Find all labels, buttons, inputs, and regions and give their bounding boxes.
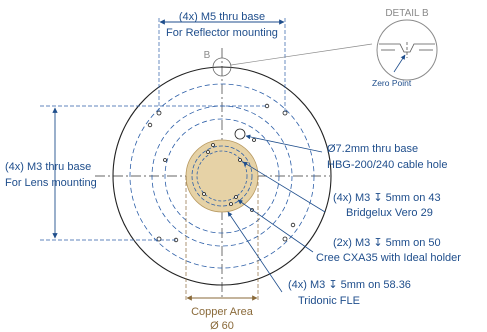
cxa-spec-label: (2x) M3 ↧ 5mm on 50: [333, 237, 441, 249]
vero-hole: [202, 192, 206, 196]
fle-leader: [227, 211, 283, 293]
cxa-hole: [211, 143, 215, 147]
cable-hole-use-label: HBG-200/240 cable hole: [327, 159, 447, 171]
m3-lens-hole: [147, 122, 153, 128]
vero-spec-label: (4x) M3 ↧ 5mm on 43: [333, 192, 441, 204]
cable-hole-leader: [245, 134, 323, 153]
m5-qty-label: (4x) M5 thru base: [179, 11, 265, 23]
m5-hole: [156, 236, 162, 242]
m3-lens-hole: [290, 222, 296, 228]
detail-b-view-circle: [376, 19, 438, 81]
m3-lens-qty-label: (4x) M3 thru base: [5, 161, 91, 173]
cable-hole-dia-label: Ø7.2mm thru base: [327, 143, 418, 155]
fle-hole: [252, 138, 256, 142]
m3-lens-use-label: For Lens mounting: [5, 177, 97, 189]
copper-area-label: Copper Area: [191, 306, 254, 318]
vero-hole: [234, 195, 238, 199]
m5-hole: [282, 236, 288, 242]
m5-use-label: For Reflector mounting: [166, 27, 278, 39]
detail-b-leader: [230, 43, 373, 66]
cxa-leader: [237, 199, 314, 253]
holes: [147, 103, 296, 243]
detail-ref-label: B: [204, 50, 211, 61]
copper-dia-label: Ø 60: [210, 320, 234, 332]
vero-hole: [206, 150, 210, 154]
bolt-circle-cxa: [191, 145, 253, 207]
bolt-circle-reflector: [129, 83, 315, 269]
vero-leader: [242, 161, 326, 213]
cable-hole: [234, 128, 246, 140]
detail-b-profile: [379, 42, 435, 58]
vero-hole: [238, 158, 242, 162]
base-plate-outline: [112, 66, 332, 286]
detail-title-label: DETAIL B: [385, 8, 429, 19]
cxa-hole: [229, 202, 233, 206]
cxa-use-label: Cree CXA35 with Ideal holder: [316, 252, 461, 264]
vero-use-label: Bridgelux Vero 29: [346, 207, 433, 219]
zero-point-leader: [393, 54, 406, 73]
bolt-circle-vero: [196, 150, 248, 202]
detail-b-callout-circle: [212, 57, 232, 77]
fle-spec-label: (4x) M3 ↧ 5mm on 58.36: [288, 279, 411, 291]
bolt-circle-fle: [164, 118, 280, 234]
zero-point-label: Zero Point: [372, 78, 412, 88]
fle-hole: [163, 158, 167, 162]
fle-use-label: Tridonic FLE: [298, 295, 360, 307]
